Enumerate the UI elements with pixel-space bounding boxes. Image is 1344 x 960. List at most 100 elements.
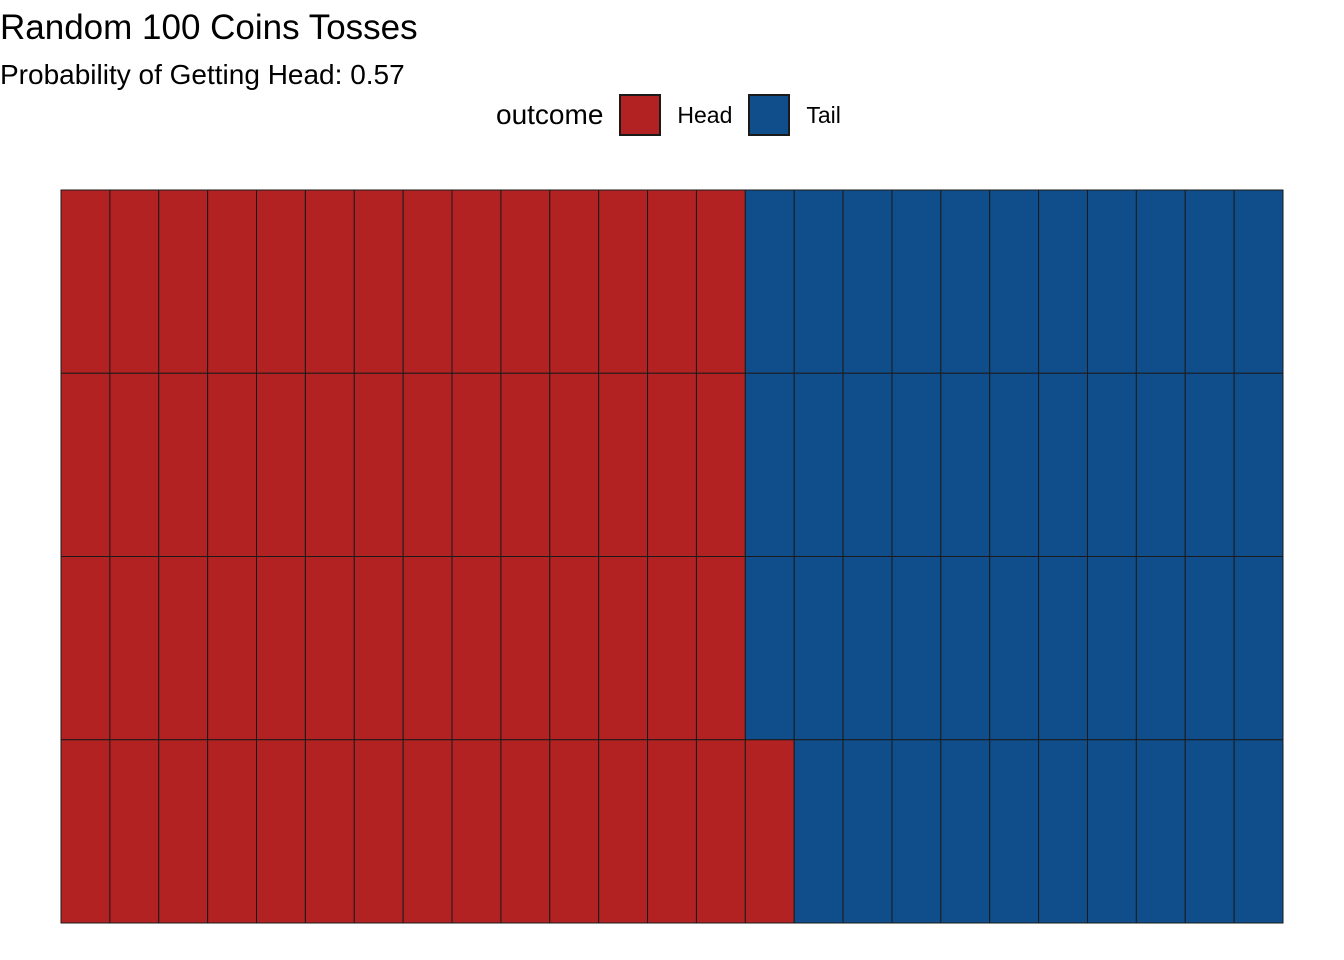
waffle-cell-head (451, 556, 502, 741)
waffle-cell-tail (793, 189, 844, 374)
waffle-cell-head (451, 739, 502, 924)
waffle-cell-tail (940, 739, 991, 924)
waffle-cell-tail (891, 739, 942, 924)
waffle-cell-head (304, 189, 355, 374)
waffle-cell-tail (1038, 189, 1088, 374)
waffle-cell-head (207, 189, 258, 374)
waffle-cell-head (451, 189, 502, 374)
waffle-cell-head (109, 372, 160, 557)
waffle-cell-tail (989, 189, 1040, 374)
waffle-cell-tail (1233, 189, 1284, 374)
waffle-cell-tail (1086, 556, 1137, 741)
waffle-cell-head (60, 556, 111, 741)
waffle-cell-head (695, 372, 746, 557)
waffle-cell-head (304, 739, 355, 924)
waffle-cell-head (549, 556, 600, 741)
waffle-cell-tail (1135, 189, 1186, 374)
waffle-cell-head (549, 739, 600, 924)
waffle-cell-head (695, 739, 746, 924)
chart-title: Random 100 Coins Tosses (0, 8, 418, 47)
waffle-cell-head (695, 189, 746, 374)
waffle-cell-head (256, 556, 306, 741)
waffle-cell-head (402, 739, 453, 924)
waffle-cell-head (109, 739, 160, 924)
waffle-cell-head (207, 739, 258, 924)
waffle-cell-tail (842, 189, 893, 374)
waffle-cell-tail (1038, 556, 1088, 741)
waffle-cell-tail (1184, 372, 1235, 557)
waffle-cell-head (158, 556, 209, 741)
waffle-cell-tail (891, 189, 942, 374)
waffle-cell-head (598, 372, 649, 557)
waffle-cell-tail (1135, 556, 1186, 741)
waffle-cell-head (744, 739, 795, 924)
waffle-cell-head (256, 372, 306, 557)
waffle-cell-tail (1184, 556, 1235, 741)
waffle-cell-head (109, 556, 160, 741)
waffle-cell-head (500, 189, 551, 374)
waffle-cell-tail (1135, 372, 1186, 557)
chart-subtitle: Probability of Getting Head: 0.57 (0, 59, 405, 90)
waffle-cell-head (402, 189, 453, 374)
waffle-cell-head (256, 189, 306, 374)
waffle-cell-head (598, 189, 649, 374)
waffle-cell-tail (1038, 372, 1088, 557)
waffle-cell-head (60, 189, 111, 374)
legend-title: outcome (496, 99, 604, 130)
legend: outcome Head Tail (496, 93, 857, 137)
waffle-cell-head (353, 556, 404, 741)
waffle-cell-tail (940, 556, 991, 741)
waffle-cell-head (695, 556, 746, 741)
waffle-cell-head (500, 372, 551, 557)
waffle-cell-head (549, 189, 600, 374)
waffle-cell-tail (1086, 739, 1137, 924)
waffle-cell-tail (1086, 189, 1137, 374)
waffle-cell-tail (1233, 556, 1284, 741)
legend-item-head: Head (619, 94, 732, 136)
legend-label-tail: Tail (806, 101, 841, 128)
legend-label-head: Head (677, 101, 733, 128)
legend-item-tail: Tail (748, 94, 841, 136)
waffle-cell-head (207, 372, 258, 557)
waffle-cell-head (647, 189, 697, 374)
waffle-cell-head (647, 372, 697, 557)
waffle-cell-tail (1233, 739, 1284, 924)
waffle-cell-tail (793, 372, 844, 557)
waffle-cell-head (647, 739, 697, 924)
legend-key-head (619, 94, 662, 136)
waffle-cell-head (60, 739, 111, 924)
waffle-cell-head (158, 739, 209, 924)
waffle-cell-tail (1184, 189, 1235, 374)
waffle-cell-head (402, 372, 453, 557)
waffle-cell-head (598, 556, 649, 741)
waffle-cell-tail (940, 189, 991, 374)
waffle-cell-tail (989, 372, 1040, 557)
waffle-cell-head (353, 372, 404, 557)
waffle-cell-head (207, 556, 258, 741)
waffle-cell-tail (744, 556, 795, 741)
waffle-cell-tail (793, 739, 844, 924)
waffle-cell-tail (842, 556, 893, 741)
waffle-cell-tail (842, 372, 893, 557)
waffle-cell-tail (1135, 739, 1186, 924)
waffle-cell-tail (891, 372, 942, 557)
waffle-cell-head (549, 372, 600, 557)
waffle-cell-tail (793, 556, 844, 741)
waffle-cell-head (500, 739, 551, 924)
waffle-cell-head (60, 372, 111, 557)
waffle-cell-tail (744, 189, 795, 374)
waffle-cell-head (402, 556, 453, 741)
waffle-cell-head (500, 556, 551, 741)
waffle-cell-tail (1233, 372, 1284, 557)
waffle-cell-tail (989, 556, 1040, 741)
waffle-cell-tail (842, 739, 893, 924)
waffle-cell-head (304, 556, 355, 741)
waffle-cell-head (647, 556, 697, 741)
waffle-cell-head (304, 372, 355, 557)
waffle-cell-head (256, 739, 306, 924)
waffle-cell-tail (1184, 739, 1235, 924)
waffle-cell-tail (744, 372, 795, 557)
waffle-cell-head (353, 739, 404, 924)
waffle-cell-tail (891, 556, 942, 741)
waffle-cell-head (109, 189, 160, 374)
